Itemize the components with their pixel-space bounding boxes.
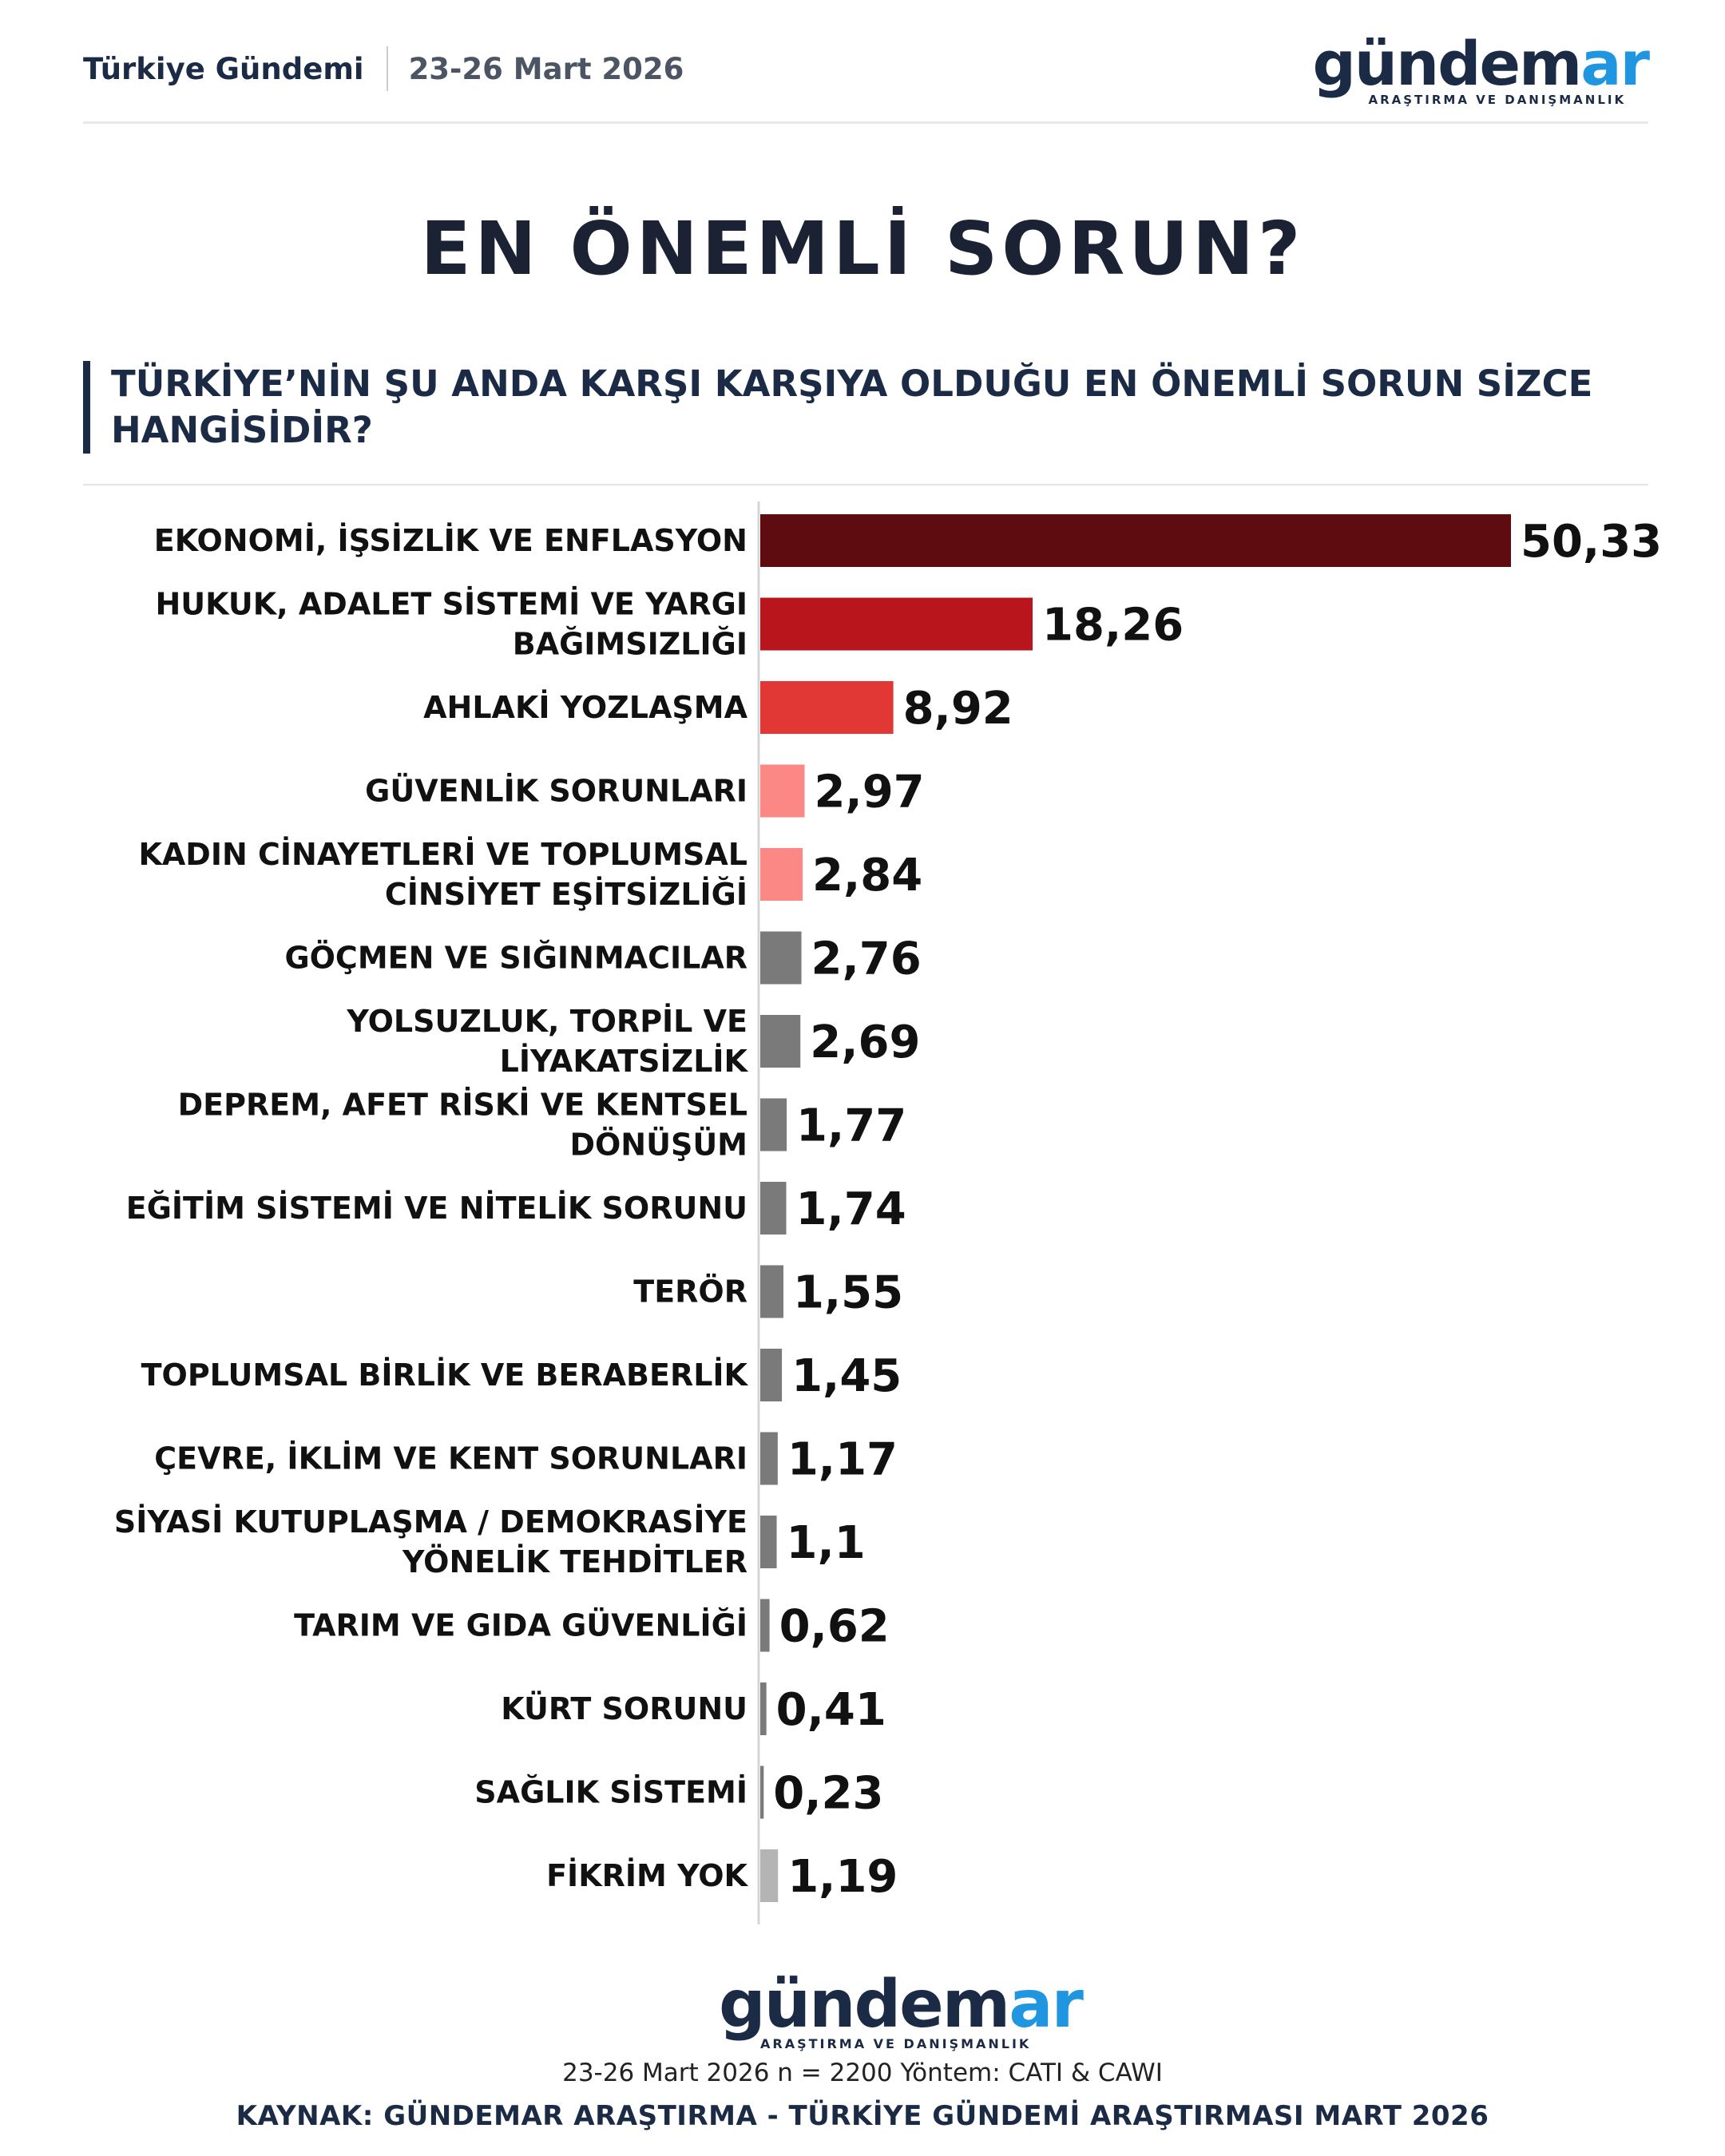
header-title: Türkiye Gündemi [83,51,364,86]
footer-logo-word-main: gündem [719,1967,1010,2043]
bar [760,1849,779,1902]
logo-subtitle: ARAŞTIRMA VE DANIŞMANLIK [1368,93,1627,107]
bar [760,514,1511,567]
bar [760,1265,783,1318]
bar-value-label: 1,1 [787,1517,866,1569]
bar [760,1766,764,1819]
logo-word-main: gündem [1312,28,1582,99]
bar-value-label: 2,69 [810,1017,920,1068]
bar [760,1599,770,1652]
category-label: TERÖR [633,1274,748,1310]
category-label: LİYAKATSİZLİK [500,1044,749,1079]
bar [760,1349,783,1401]
bar [760,1516,777,1568]
bar [760,1015,801,1068]
bar-value-label: 8,92 [903,683,1013,735]
header-divider-line [83,121,1648,124]
bar-value-label: 1,55 [793,1267,903,1319]
logo-wordmark: gündemar [1312,34,1650,94]
bar-value-label: 50,33 [1521,516,1662,568]
category-label: YÖNELİK TEHDİTLER [402,1544,748,1579]
bar [760,931,802,985]
footer-logo: gündemar ARAŞTIRMA VE DANIŞMANLIK [719,1972,1084,2052]
bar-value-label: 0,23 [773,1768,883,1820]
bar [760,681,894,734]
category-label: KADIN CİNAYETLERİ VE TOPLUMSAL [138,837,748,872]
header-date: 23-26 Mart 2026 [408,51,684,86]
bar-value-label: 1,74 [795,1183,906,1235]
bar-value-label: 1,45 [791,1350,902,1402]
category-label: DÖNÜŞÜM [569,1128,748,1163]
bar-value-label: 1,77 [796,1100,906,1152]
category-label: EKONOMİ, İŞSİZLİK VE ENFLASYON [154,523,748,558]
bar-value-label: 2,76 [811,933,922,985]
category-label: YOLSUZLUK, TORPİL VE [346,1004,748,1039]
bar-value-label: 0,41 [776,1684,886,1736]
header-divider [386,46,388,91]
bar-value-label: 1,19 [787,1851,898,1903]
bar [760,848,803,901]
category-label: SİYASİ KUTUPLAŞMA / DEMOKRASİYE [114,1504,748,1540]
bar [760,1682,767,1735]
category-label: FİKRİM YOK [546,1858,748,1893]
logo-word-accent: ar [1580,28,1650,99]
category-label: EĞİTİM SİSTEMİ VE NİTELİK SORUNU [126,1191,748,1226]
bar [760,1098,787,1151]
survey-method: 23-26 Mart 2026 n = 2200 Yöntem: CATI & … [562,2059,1163,2087]
category-label: HUKUK, ADALET SİSTEMİ VE YARGI [155,587,748,622]
category-label: SAĞLIK SİSTEMİ [474,1775,748,1810]
category-label: DEPREM, AFET RİSKİ VE KENTSEL [178,1088,748,1123]
bar-value-label: 18,26 [1042,600,1184,652]
category-label: GÖÇMEN VE SIĞINMACILAR [284,941,748,976]
category-label: CİNSİYET EŞİTSİZLİĞİ [385,877,748,912]
bar-chart: 50,33 EKONOMİ, İŞSİZLİK VE ENFLASYON 18,26… [114,501,1662,1924]
survey-question: TÜRKİYE’NİN ŞU ANDA KARŞI KARŞIYA OLDUĞU… [83,361,1648,454]
footer-logo-subtitle: ARAŞTIRMA VE DANIŞMANLIK [760,2036,1032,2051]
footer-logo-word-accent: ar [1009,1967,1084,2043]
page-title: EN ÖNEMLİ SORUN? [420,206,1305,291]
bar [760,1432,778,1485]
category-label: BAĞIMSIZLIĞI [513,627,748,662]
brand-logo: gündemar ARAŞTIRMA VE DANIŞMANLIK [1312,34,1650,108]
category-label: ÇEVRE, İKLİM VE KENT SORUNLARI [154,1441,748,1476]
header: Türkiye Gündemi 23-26 Mart 2026 gündemar… [83,34,1650,121]
bar-value-label: 0,62 [779,1601,890,1653]
bar [760,1182,787,1235]
question-line-2: HANGİSİDİR? [111,409,373,451]
bar [760,764,805,818]
category-label: GÜVENLİK SORUNLARI [365,774,748,809]
bar-value-label: 1,17 [787,1434,898,1486]
question-divider-line [83,484,1648,485]
bar-value-label: 2,97 [814,767,924,818]
category-label: TARIM VE GIDA GÜVENLİĞİ [294,1608,748,1643]
question-line-1: TÜRKİYE’NİN ŞU ANDA KARŞI KARŞIYA OLDUĞU… [111,363,1593,405]
category-label: TOPLUMSAL BİRLİK VE BERABERLİK [141,1357,749,1393]
header-left: Türkiye Gündemi 23-26 Mart 2026 [83,45,684,93]
footer-logo-wordmark: gündemar [719,1972,1084,2038]
category-label: KÜRT SORUNU [501,1691,748,1726]
category-label: AHLAKİ YOZLAŞMA [423,690,748,725]
bar-value-label: 2,84 [812,850,922,902]
bar [760,597,1033,651]
source-line: KAYNAK: GÜNDEMAR ARAŞTIRMA - TÜRKİYE GÜN… [236,2100,1489,2132]
